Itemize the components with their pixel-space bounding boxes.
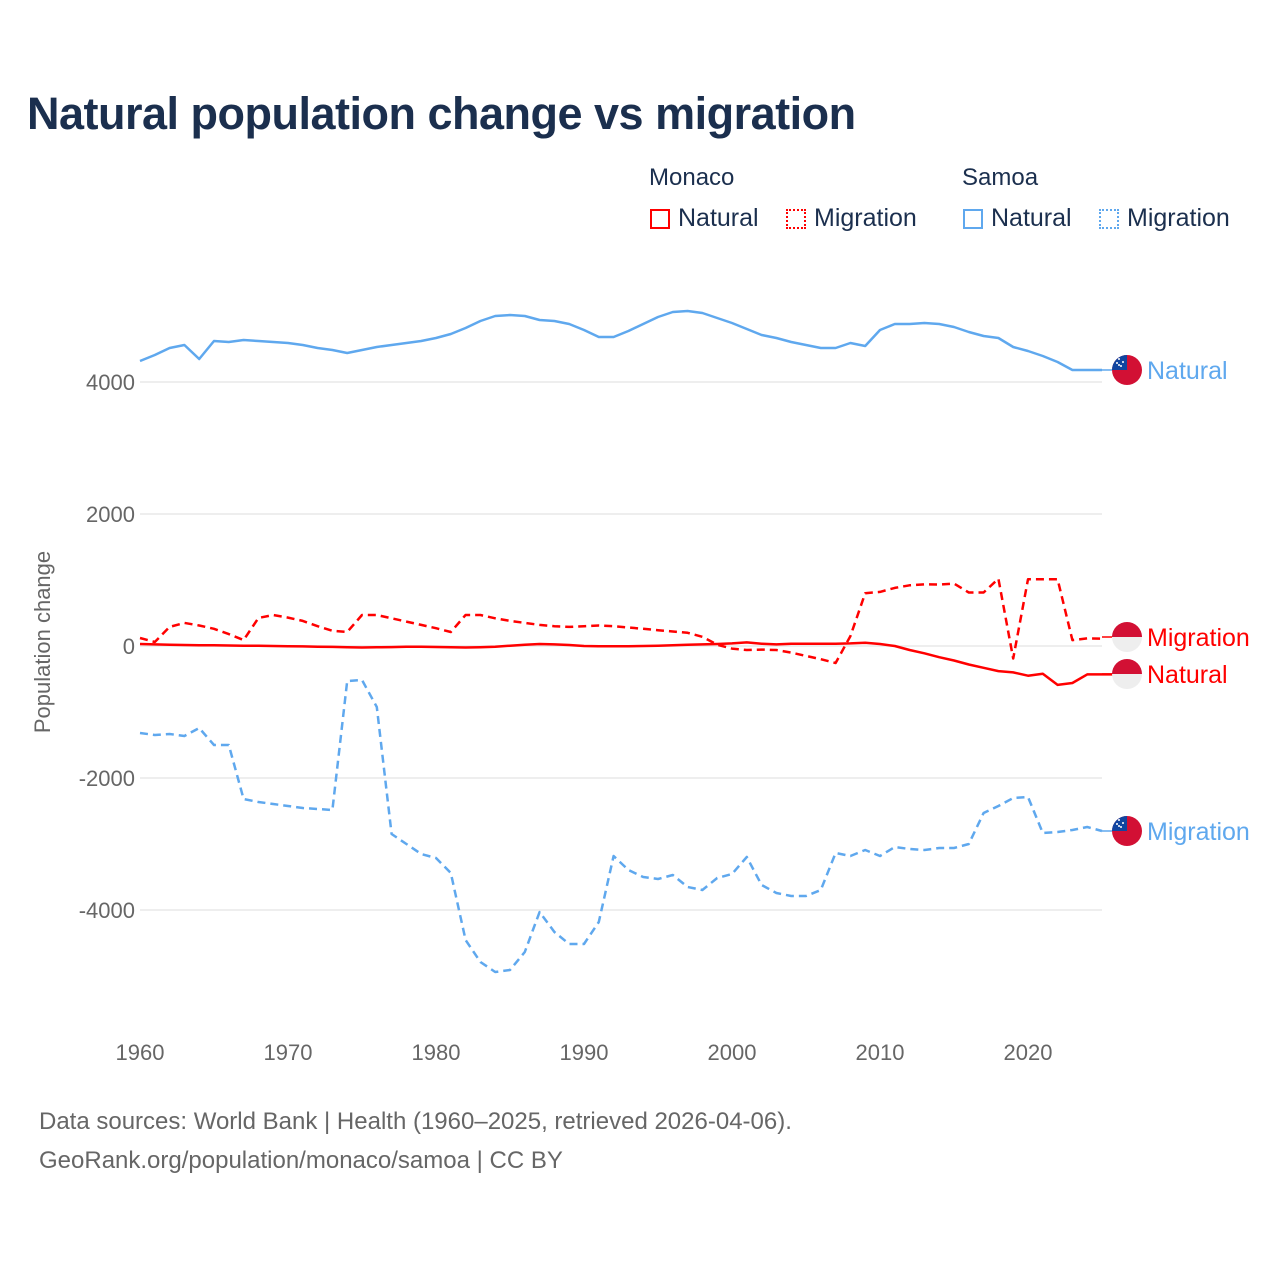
flag-canton bbox=[1112, 354, 1127, 370]
y-tick-label: -2000 bbox=[79, 766, 135, 791]
flag-canton bbox=[1112, 815, 1127, 831]
flag-star bbox=[1118, 818, 1120, 821]
x-tick-label: 1970 bbox=[264, 1040, 313, 1065]
y-tick-label: 2000 bbox=[86, 502, 135, 527]
flag-top bbox=[1112, 622, 1142, 637]
flag-samoa-icon bbox=[1112, 354, 1142, 385]
legend-swatch-solid bbox=[963, 208, 983, 229]
flag-body bbox=[1112, 659, 1142, 689]
flag-star bbox=[1122, 821, 1124, 824]
flag-star bbox=[1120, 825, 1122, 828]
legend-label: Natural bbox=[678, 204, 759, 232]
flag-star bbox=[1118, 357, 1120, 360]
end-label: Natural bbox=[1147, 661, 1228, 689]
flag-monaco-icon bbox=[1112, 622, 1142, 652]
flag-star bbox=[1118, 363, 1120, 366]
legend-group-samoa: Samoa bbox=[962, 164, 1039, 191]
flag-star bbox=[1116, 822, 1118, 825]
legend-label: Migration bbox=[814, 204, 917, 232]
x-tick-label: 2010 bbox=[856, 1040, 905, 1065]
flag-body bbox=[1112, 815, 1142, 846]
legend-swatch-dotted bbox=[786, 208, 806, 229]
flag-body bbox=[1112, 622, 1142, 652]
legend-label: Natural bbox=[991, 204, 1072, 232]
y-tick-label: 0 bbox=[123, 634, 135, 659]
end-label: Natural bbox=[1147, 357, 1228, 385]
flag-star bbox=[1118, 824, 1120, 827]
footer-link[interactable]: GeoRank.org/population/monaco/samoa | CC… bbox=[39, 1147, 563, 1174]
end-label: Migration bbox=[1147, 624, 1250, 652]
flag-samoa-icon bbox=[1112, 815, 1142, 846]
footer-sources: Data sources: World Bank | Health (1960–… bbox=[39, 1108, 792, 1135]
x-tick-label: 1980 bbox=[412, 1040, 461, 1065]
y-tick-label: -4000 bbox=[79, 898, 135, 923]
x-tick-label: 1960 bbox=[116, 1040, 165, 1065]
x-tick-label: 1990 bbox=[560, 1040, 609, 1065]
flag-monaco-icon bbox=[1112, 659, 1142, 689]
flag-body bbox=[1112, 354, 1142, 385]
legend-samoa-migration[interactable]: Migration bbox=[1099, 204, 1230, 233]
legend-monaco-natural[interactable]: Natural bbox=[650, 204, 759, 233]
series-line-monaco-natural bbox=[139, 641, 1117, 687]
flag-star bbox=[1120, 364, 1122, 367]
y-axis-label: Population change bbox=[30, 551, 55, 733]
end-label: Migration bbox=[1147, 818, 1250, 846]
flag-star bbox=[1116, 361, 1118, 364]
series-line-monaco-migration bbox=[139, 577, 1103, 665]
legend-swatch-solid bbox=[650, 208, 670, 229]
legend-label: Migration bbox=[1127, 204, 1230, 232]
chart-title: Natural population change vs migration bbox=[27, 88, 856, 139]
x-tick-label: 2000 bbox=[708, 1040, 757, 1065]
legend-group-monaco: Monaco bbox=[649, 164, 735, 191]
flag-top bbox=[1112, 659, 1142, 674]
series-line-samoa-natural bbox=[139, 309, 1102, 372]
legend-swatch-dotted bbox=[1099, 208, 1119, 229]
y-tick-label: 4000 bbox=[86, 370, 135, 395]
flag-bottom bbox=[1112, 637, 1142, 652]
legend-samoa-natural[interactable]: Natural bbox=[963, 204, 1072, 233]
series-line-samoa-migration bbox=[139, 678, 1103, 974]
flag-bottom bbox=[1112, 674, 1142, 689]
legend-monaco-migration[interactable]: Migration bbox=[786, 204, 917, 233]
flag-star bbox=[1122, 360, 1124, 363]
x-tick-label: 2020 bbox=[1004, 1040, 1053, 1065]
